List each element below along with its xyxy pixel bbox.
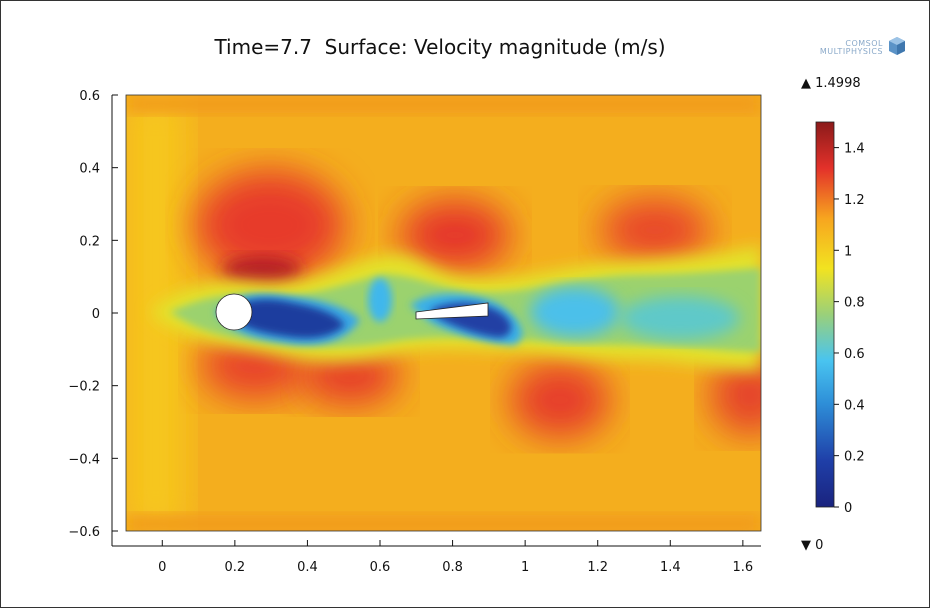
colorbar-min-label: ▼ 0: [801, 538, 824, 553]
x-tick-label: 1.4: [660, 560, 681, 575]
colorbar-tick-label: 0.2: [844, 450, 865, 465]
logo-line1: COMSOL: [845, 39, 883, 48]
x-tick-label: 1.2: [587, 560, 608, 575]
x-axis-ticks: 0 0.2 0.4 0.6 0.8 1 1.2 1.4 1.6: [158, 540, 753, 575]
colorbar-tick-label: 0.8: [844, 296, 865, 311]
y-tick-label: −0.4: [68, 452, 100, 467]
y-tick-label: −0.2: [68, 380, 100, 395]
y-tick-label: 0: [92, 307, 100, 322]
colorbar-tick-label: 1.2: [844, 193, 865, 208]
x-tick-label: 1.6: [733, 560, 754, 575]
x-tick-label: 0.4: [297, 560, 318, 575]
colorbar-tick-label: 0.6: [844, 347, 865, 362]
x-tick-label: 1: [521, 560, 529, 575]
plot-title: Time=7.7 Surface: Velocity magnitude (m/…: [214, 35, 666, 59]
logo-line2: MULTIPHYSICS: [819, 47, 883, 56]
comsol-cube-icon: [889, 37, 905, 55]
cylinder-obstacle: [215, 293, 253, 331]
colorbar-tick-label: 0: [844, 501, 852, 516]
y-tick-label: 0.6: [79, 89, 100, 104]
y-axis-ticks: 0.6 0.4 0.2 0 −0.2 −0.4 −0.6: [68, 89, 118, 540]
plot-area-border: [125, 94, 762, 532]
x-tick-label: 0: [158, 560, 166, 575]
colorbar-tick-label: 0.4: [844, 398, 865, 413]
field-image: [126, 95, 761, 531]
colorbar-max-label: ▲ 1.4998: [801, 76, 861, 91]
colorbar: [815, 121, 835, 508]
colorbar-tick-label: 1: [844, 244, 852, 259]
y-tick-label: 0.2: [79, 234, 100, 249]
comsol-logo: COMSOL MULTIPHYSICS: [778, 36, 913, 60]
colorbar-tick-label: 1.4: [844, 142, 865, 157]
colorbar-ticks: 1.4 1.2 1 0.8 0.6 0.4 0.2 0: [834, 142, 865, 516]
y-tick-label: −0.6: [68, 525, 100, 540]
x-tick-label: 0.8: [442, 560, 463, 575]
x-tick-label: 0.2: [225, 560, 246, 575]
plate-obstacle: [415, 302, 489, 320]
y-tick-label: 0.4: [79, 162, 100, 177]
x-tick-label: 0.6: [370, 560, 391, 575]
